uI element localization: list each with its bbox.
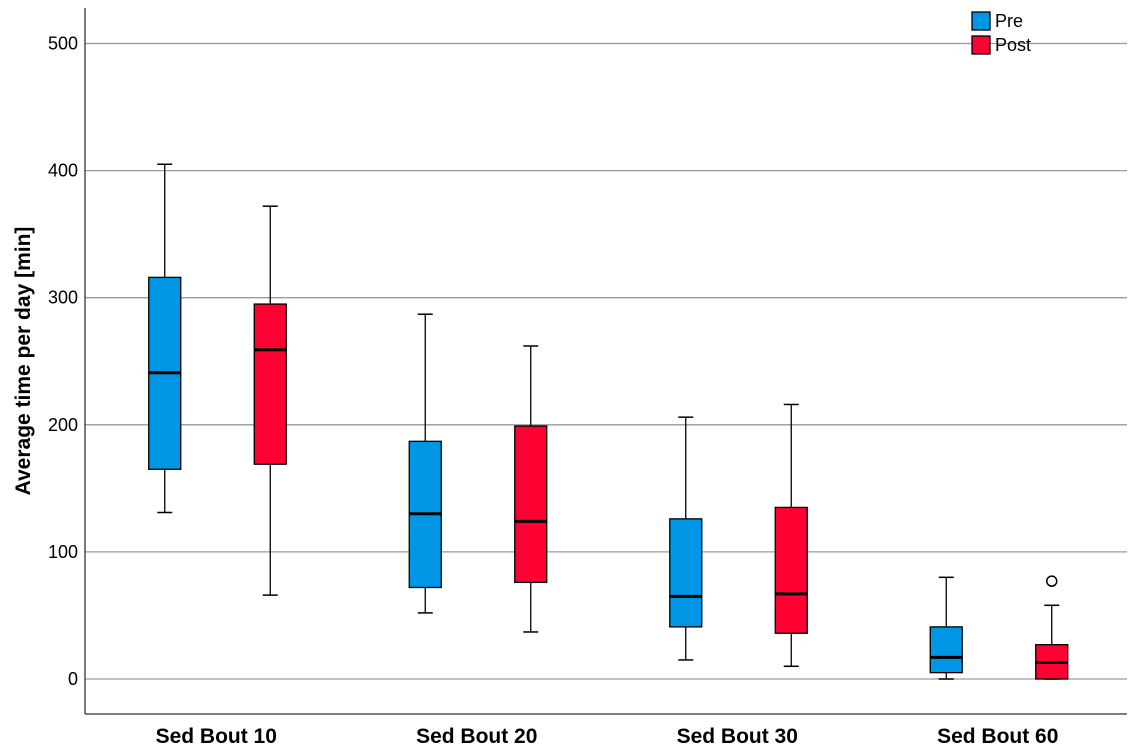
y-tick-labels: 0 100 200 300 400 500 <box>48 34 78 690</box>
legend-label-pre: Pre <box>995 11 1023 31</box>
legend-swatch-pre <box>971 11 991 31</box>
axes <box>84 8 1127 715</box>
box-pre-4 <box>929 576 963 680</box>
box-post-2 <box>514 345 548 633</box>
box-post-3 <box>774 403 808 668</box>
outlier-point <box>1046 575 1058 587</box>
y-tick-label: 0 <box>68 669 78 689</box>
box-iqr <box>669 518 703 628</box>
y-tick-label: 400 <box>48 161 78 181</box>
y-tick-label: 300 <box>48 288 78 308</box>
box-pre-2 <box>408 313 442 614</box>
legend-label-post: Post <box>995 35 1031 55</box>
box-iqr <box>514 425 548 584</box>
legend: Pre Post <box>971 11 1031 55</box>
gridlines <box>85 42 1127 680</box>
category-labels: Sed Bout 10 Sed Bout 20 Sed Bout 30 Sed Bou… <box>156 725 1059 748</box>
y-tick-label: 200 <box>48 415 78 435</box>
box-pre-3 <box>669 416 703 661</box>
box-post-4 <box>1035 575 1069 680</box>
x-category-label: Sed Bout 20 <box>416 725 537 748</box>
x-category-label: Sed Bout 10 <box>156 725 277 748</box>
y-tick-label: 500 <box>48 34 78 54</box>
box-pre-1 <box>148 163 182 514</box>
y-tick-label: 100 <box>48 542 78 562</box>
x-category-label: Sed Bout 60 <box>937 725 1058 748</box>
box-post-1 <box>253 205 287 596</box>
legend-swatch-post <box>971 35 991 55</box>
x-category-label: Sed Bout 30 <box>677 725 798 748</box>
box-iqr <box>774 506 808 634</box>
box-iqr <box>253 303 287 465</box>
box-iqr <box>929 626 963 674</box>
box-series <box>148 163 1069 680</box>
y-axis-title: Average time per day [min] <box>12 227 35 496</box>
